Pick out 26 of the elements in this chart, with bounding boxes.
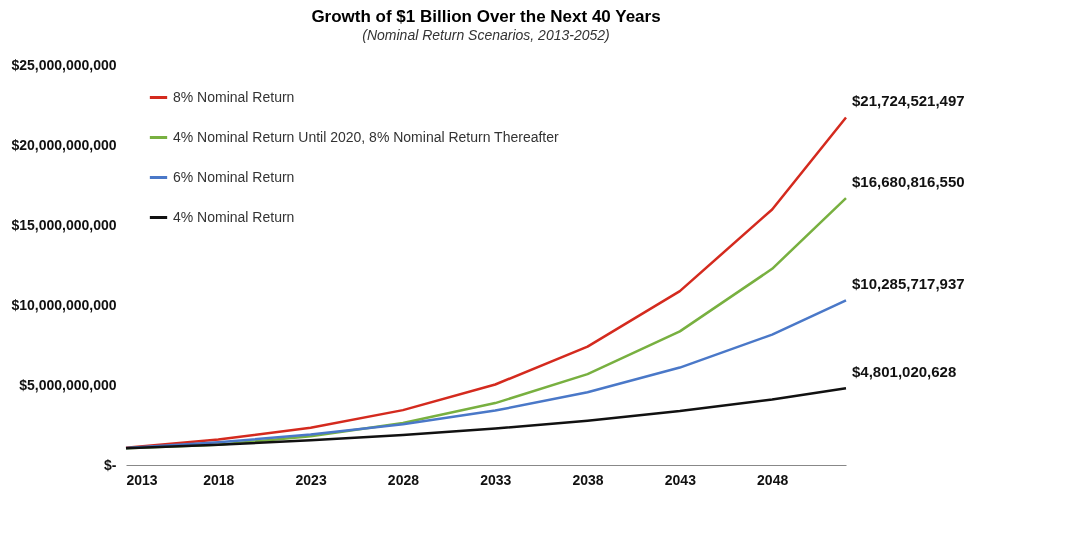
x-tick-label: 2043 — [664, 471, 697, 488]
chart-subtitle: (Nominal Return Scenarios, 2013-2052) — [362, 27, 610, 43]
y-tick-label: $- — [104, 456, 117, 473]
y-tick-label: $10,000,000,000 — [11, 296, 117, 313]
legend-label: 4% Nominal Return — [173, 208, 295, 225]
data-label: $10,285,717,937 — [852, 275, 965, 293]
legend-label: 4% Nominal Return Until 2020, 8% Nominal Return Thereafter — [173, 128, 560, 145]
x-tick-label: 2028 — [387, 471, 420, 488]
y-tick-label: $5,000,000,000 — [19, 376, 117, 393]
line-series — [124, 386, 848, 450]
legend-label: 8% Nominal Return — [173, 88, 295, 105]
x-tick-label: 2018 — [203, 471, 235, 488]
data-label: $16,680,816,550 — [852, 173, 965, 191]
y-tick-label: $15,000,000,000 — [11, 216, 117, 233]
x-tick-label: 2033 — [480, 471, 512, 488]
data-label: $21,724,521,497 — [852, 92, 965, 110]
x-tick-label: 2038 — [572, 471, 604, 488]
x-tick-label: 2023 — [295, 471, 327, 488]
line-series — [124, 116, 848, 449]
y-tick-label: $25,000,000,000 — [11, 56, 117, 73]
chart-title: Growth of $1 Billion Over the Next 40 Years — [311, 7, 661, 26]
legend-label: 6% Nominal Return — [173, 168, 295, 185]
y-tick-label: $20,000,000,000 — [11, 136, 117, 153]
x-tick-label: 2013 — [126, 471, 158, 488]
data-label: $4,801,020,628 — [852, 363, 957, 381]
x-tick-label: 2048 — [757, 471, 789, 488]
